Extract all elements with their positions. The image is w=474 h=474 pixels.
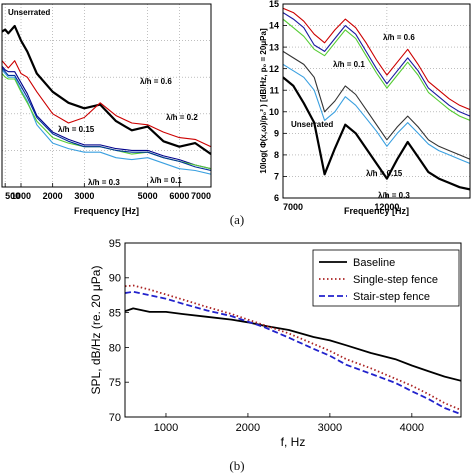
x-tick-label: 2000 [236,422,260,434]
x-tick-label: 4000 [400,422,424,434]
annotation-label: λ/h = 0.6 [383,33,415,42]
x-axis-label: Frequency [Hz] [344,206,409,216]
series-line-3 [125,290,461,416]
annotation-label: λ/h = 0.1 [150,176,182,185]
plot-frame [282,3,471,199]
annotation-label: λ/h = 0.3 [378,191,410,200]
annotation-label: λ/h = 0.3 [88,178,120,187]
annotation-label: λ/h = 0.2 [166,113,198,122]
legend-label: Single-step fence [353,274,438,286]
series-line-6 [2,67,211,172]
x-tick-label: 7000 [191,191,211,201]
y-tick-label: 75 [109,377,121,389]
y-tick-label: 80 [109,342,121,354]
y-axis-label: SPL, dB/Hz (re. 20 μPa) [89,266,103,395]
series-group [283,7,470,191]
x-tick-label: 5000 [138,191,158,201]
series-group [125,284,461,416]
legend-label: Baseline [353,257,395,269]
y-tick-label: 8 [274,150,279,160]
series-line-5 [283,50,470,160]
x-axis-label: f, Hz [281,435,306,449]
legend-label: Stair-step fence [353,291,430,303]
y-tick-label: 6 [274,193,279,203]
y-tick-label: 12 [269,64,279,74]
series-line-3 [283,18,470,121]
series-line-2 [2,60,211,148]
y-tick-label: 14 [269,21,279,31]
series-line-1 [125,307,461,382]
annotation-label: λ/h = 0.15 [366,169,403,178]
x-tick-label: 2000 [43,191,63,201]
panel-label-a: (a) [230,212,244,227]
x-tick-label: 1000 [11,191,31,201]
y-tick-label: 7 [274,172,279,182]
series-line-6 [283,76,470,191]
x-axis-label: Frequency [Hz] [74,206,139,216]
plot-frame [1,3,212,188]
series-line-2 [125,284,461,411]
series-line-4 [283,63,470,165]
annotation-label: Unserrated [8,8,50,17]
y-tick-label: 9 [274,128,279,138]
series-line-1 [283,7,470,111]
plot-area [2,4,211,187]
x-tick-label: 12000 [374,202,399,212]
y-tick-label: 11 [269,85,279,95]
panel-label-b: (b) [229,458,244,473]
y-tick-label: 70 [109,412,121,424]
y-tick-label: 90 [109,273,121,285]
x-tick-label: 6000 [169,191,189,201]
annotation-label: λ/h = 0.6 [140,77,172,86]
y-tick-label: 10 [269,107,279,117]
plot-frame [124,242,462,418]
y-axis-label: 10log( Φ(x,ω)/p₀² ) [dB/Hz, p₀ = 20μPa] [259,28,268,174]
y-tick-label: 15 [269,0,279,9]
annotation-label: λ/h = 0.15 [58,125,95,134]
series-line-4 [2,69,211,175]
series-group [2,24,211,175]
annotation-label: Unserrated [291,120,333,129]
x-tick-label: 500 [5,191,20,201]
y-tick-label: 95 [109,238,121,250]
x-tick-label: 3000 [74,191,94,201]
series-line-1 [2,24,211,156]
series-line-2 [283,12,470,117]
y-tick-label: 85 [109,307,121,319]
annotation-label: λ/h = 0.1 [333,60,365,69]
chart-b: 1000 2000 3000 4000 70 75 80 85 90 95 f, Hz SPL, dB… [89,238,462,449]
y-tick-label: 13 [269,42,279,52]
chart-a-right: 7000 12000 6 7 8 9 10 11 12 13 14 15 Frequency [Hz] 1… [259,0,471,216]
x-tick-label: 3000 [318,422,342,434]
x-tick-label: 1000 [154,422,178,434]
x-tick-label: 7000 [283,202,303,212]
series-line-3 [2,65,211,170]
